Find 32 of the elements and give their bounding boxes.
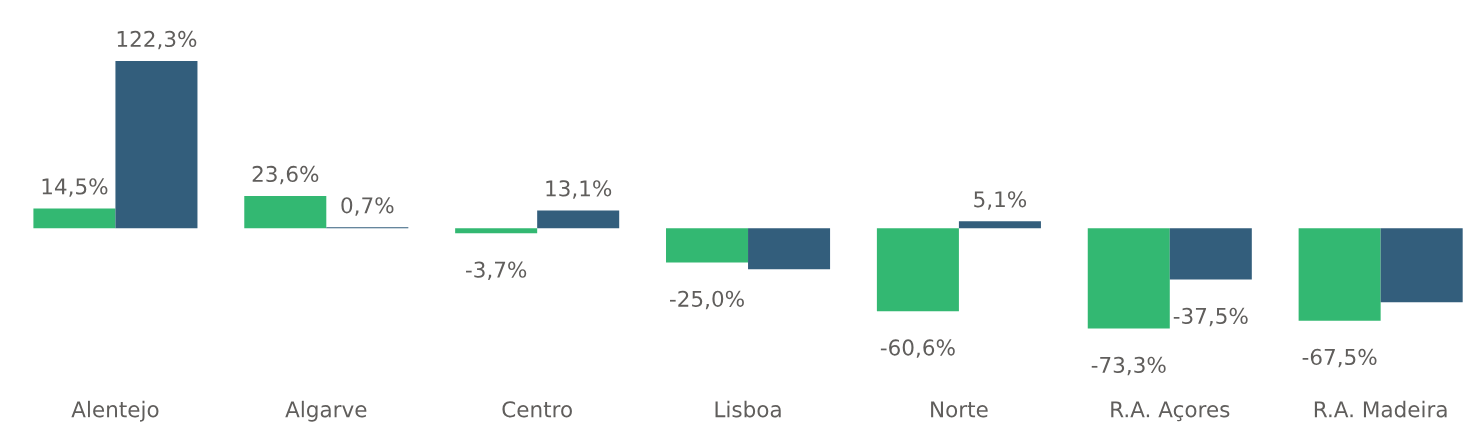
x-tick-label: Lisboa bbox=[715, 400, 781, 418]
bar bbox=[244, 196, 327, 229]
data-label: 13,1% bbox=[546, 180, 612, 199]
bar bbox=[666, 228, 749, 263]
data-label: -60,6% bbox=[880, 339, 955, 358]
x-tick-label: R.A. Madeira bbox=[1314, 400, 1447, 418]
bar bbox=[1087, 228, 1170, 329]
bar bbox=[33, 208, 116, 229]
bar bbox=[1169, 228, 1252, 280]
data-label: -67,5% bbox=[1302, 348, 1377, 368]
data-label: -73,3% bbox=[1091, 356, 1166, 376]
x-tick-label: Alentejo bbox=[71, 400, 159, 422]
bar bbox=[876, 228, 959, 312]
data-label: -25,0% bbox=[670, 290, 744, 310]
bar bbox=[455, 228, 538, 234]
data-label: 14,5% bbox=[42, 178, 108, 197]
bar bbox=[537, 210, 620, 229]
x-tick-label: Algarve bbox=[285, 400, 367, 422]
bar bbox=[1298, 228, 1381, 321]
x-tick-label: Norte bbox=[931, 401, 988, 418]
data-label: -37,5% bbox=[1173, 307, 1248, 327]
bar bbox=[1380, 228, 1463, 303]
x-tick-label: Centro bbox=[502, 401, 572, 418]
x-tick-label: R.A. Açores bbox=[1111, 401, 1230, 422]
bar bbox=[748, 228, 831, 270]
data-label: 122,3% bbox=[117, 30, 197, 50]
bar bbox=[958, 221, 1041, 229]
data-label: 23,6% bbox=[252, 165, 319, 185]
data-label: 0,7% bbox=[341, 197, 394, 216]
data-label: -3,7% bbox=[465, 261, 527, 280]
data-label: 5,1% bbox=[974, 191, 1027, 210]
bar bbox=[115, 61, 198, 229]
